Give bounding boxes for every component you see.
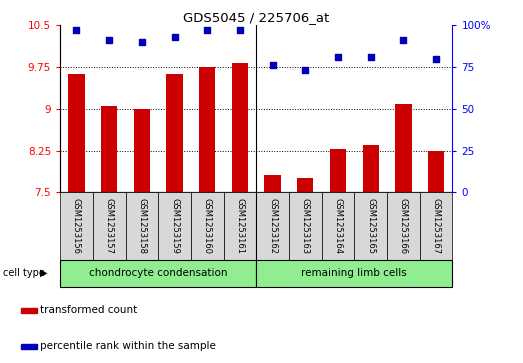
Text: chondrocyte condensation: chondrocyte condensation: [89, 268, 228, 278]
Title: GDS5045 / 225706_at: GDS5045 / 225706_at: [183, 11, 329, 24]
Point: [236, 28, 244, 33]
Bar: [20, 308, 37, 313]
Bar: [20, 344, 37, 348]
Point: [105, 37, 113, 43]
Bar: [387, 192, 419, 260]
Bar: [199, 67, 215, 192]
Bar: [428, 151, 444, 192]
Bar: [224, 192, 256, 260]
Bar: [322, 192, 355, 260]
Text: GSM1253165: GSM1253165: [366, 198, 375, 254]
Point: [399, 37, 407, 43]
Point: [334, 54, 342, 60]
Text: GSM1253157: GSM1253157: [105, 198, 113, 254]
Text: transformed count: transformed count: [40, 305, 138, 315]
Text: GSM1253163: GSM1253163: [301, 198, 310, 254]
Bar: [134, 109, 150, 192]
Text: GSM1253159: GSM1253159: [170, 198, 179, 254]
Bar: [60, 260, 256, 287]
Bar: [265, 175, 281, 192]
Bar: [93, 192, 126, 260]
Bar: [256, 260, 452, 287]
Bar: [232, 63, 248, 192]
Text: GSM1253164: GSM1253164: [334, 198, 343, 254]
Bar: [101, 106, 117, 192]
Point: [203, 28, 211, 33]
Point: [367, 54, 375, 60]
Text: ▶: ▶: [40, 268, 48, 278]
Bar: [166, 74, 183, 192]
Bar: [69, 74, 85, 192]
Point: [170, 34, 179, 40]
Text: GSM1253162: GSM1253162: [268, 198, 277, 254]
Point: [138, 39, 146, 45]
Text: percentile rank within the sample: percentile rank within the sample: [40, 341, 216, 351]
Bar: [191, 192, 224, 260]
Point: [301, 68, 310, 73]
Bar: [256, 192, 289, 260]
Text: GSM1253160: GSM1253160: [203, 198, 212, 254]
Bar: [297, 179, 313, 192]
Bar: [330, 149, 346, 192]
Bar: [419, 192, 452, 260]
Bar: [362, 145, 379, 192]
Bar: [355, 192, 387, 260]
Point: [268, 62, 277, 68]
Text: GSM1253161: GSM1253161: [235, 198, 244, 254]
Bar: [395, 105, 412, 192]
Text: cell type: cell type: [3, 268, 44, 278]
Text: GSM1253156: GSM1253156: [72, 198, 81, 254]
Text: remaining limb cells: remaining limb cells: [301, 268, 407, 278]
Point: [72, 28, 81, 33]
Text: GSM1253158: GSM1253158: [138, 198, 146, 254]
Text: GSM1253167: GSM1253167: [431, 198, 440, 254]
Bar: [158, 192, 191, 260]
Bar: [289, 192, 322, 260]
Bar: [126, 192, 158, 260]
Bar: [60, 192, 93, 260]
Text: GSM1253166: GSM1253166: [399, 198, 408, 254]
Point: [432, 56, 440, 62]
